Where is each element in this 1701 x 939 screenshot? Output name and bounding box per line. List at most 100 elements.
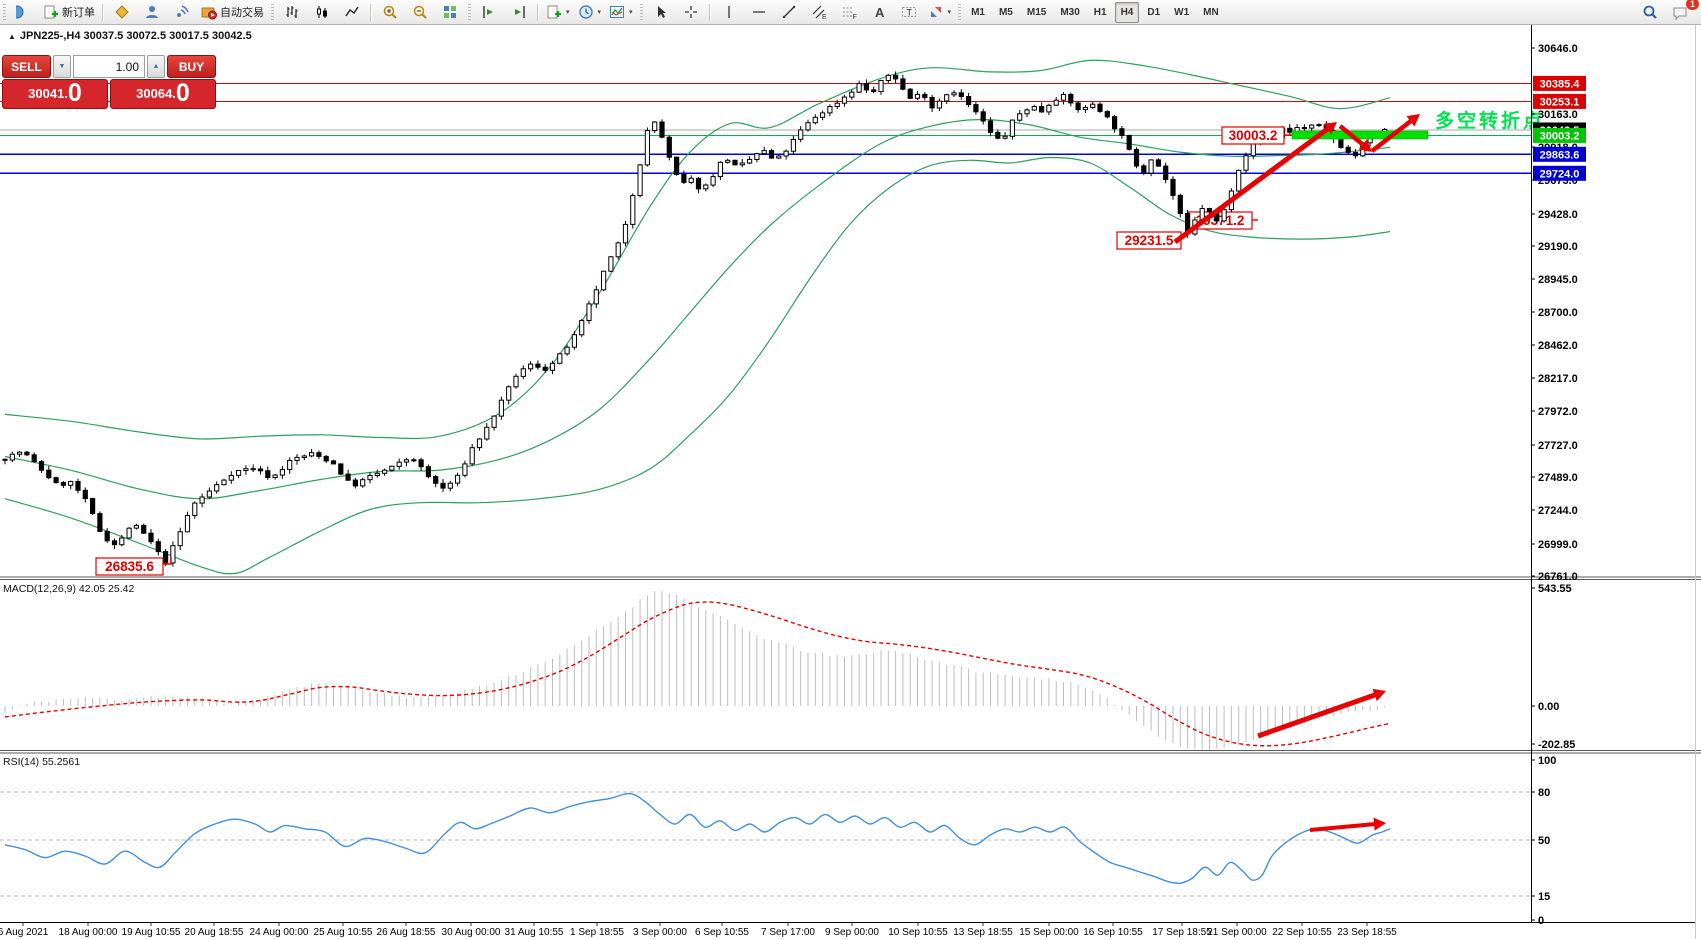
svg-text:29231.5: 29231.5	[1125, 233, 1174, 248]
svg-text:29190.0: 29190.0	[1538, 241, 1578, 253]
svg-text:17 Sep 18:55: 17 Sep 18:55	[1152, 927, 1212, 938]
volume-input[interactable]: 1.00	[73, 55, 145, 78]
new-chart-button[interactable]: ▾	[543, 1, 573, 24]
timeframe-h4-button[interactable]: H4	[1114, 1, 1140, 23]
zoomin-icon	[382, 4, 398, 20]
signal-icon	[174, 4, 190, 20]
svg-text:30003.2: 30003.2	[1540, 130, 1580, 142]
text-button[interactable]: A	[865, 1, 893, 24]
dropdown-caret-icon: ▾	[629, 9, 633, 16]
volume-increase-button[interactable]: ▲	[147, 55, 165, 78]
auto-scroll-button[interactable]	[475, 1, 503, 24]
timeframe-m15-button[interactable]: M15	[1026, 6, 1047, 18]
svg-text:6 Aug 2021: 6 Aug 2021	[0, 927, 49, 938]
arrows-button[interactable]: ▾	[925, 1, 955, 24]
folderplay-icon	[201, 4, 217, 20]
data-window-button[interactable]	[138, 1, 166, 24]
svg-text:100: 100	[1538, 755, 1556, 767]
svg-text:27972.0: 27972.0	[1538, 406, 1578, 418]
toolbar-separator	[102, 3, 104, 21]
indicators-button[interactable]: ▾	[606, 1, 636, 24]
fibonacci-button[interactable]: F	[835, 1, 863, 24]
svg-text:0.00: 0.00	[1538, 701, 1559, 713]
svg-text:20 Aug 18:55: 20 Aug 18:55	[185, 927, 244, 938]
zoom-out-button[interactable]	[406, 1, 434, 24]
chart-background[interactable]	[0, 25, 1701, 939]
bar-chart-button[interactable]	[278, 1, 306, 24]
svg-text:0: 0	[1538, 915, 1544, 927]
horizontal-line-button[interactable]	[745, 1, 773, 24]
pane-separators	[0, 576, 1701, 754]
volume-decrease-button[interactable]: ▼	[53, 55, 71, 78]
svg-text:30003.2: 30003.2	[1229, 128, 1278, 143]
market-watch-button[interactable]	[108, 1, 136, 24]
toolbar-grip	[271, 4, 274, 20]
clock-icon	[578, 4, 594, 20]
buy-price-main: 30064.	[136, 86, 176, 101]
equidistant-channel-button[interactable]: E	[805, 1, 833, 24]
strategy-tester-button[interactable]	[168, 1, 196, 24]
notifications-button[interactable]: 1	[1666, 0, 1699, 24]
timeframe-d1-button[interactable]: D1	[1147, 6, 1161, 18]
macd-signal-line	[4, 601, 1391, 747]
toolbar-grip	[468, 4, 471, 20]
dropdown-caret-icon: ▾	[566, 9, 570, 16]
vertical-line-button[interactable]	[715, 1, 743, 24]
timeframe-m30-button[interactable]: M30	[1060, 6, 1080, 18]
search-button[interactable]	[1636, 1, 1664, 24]
timeframe-m5-button[interactable]: M5	[998, 6, 1013, 18]
trendline-button[interactable]	[775, 1, 803, 24]
new-order-button[interactable]: 新订单	[40, 1, 98, 24]
bollinger-lower-band	[4, 156, 1391, 575]
svg-text:16 Sep 10:55: 16 Sep 10:55	[1083, 927, 1143, 938]
buy-price[interactable]: 30064. 0	[110, 79, 216, 109]
toolbar-separator	[708, 3, 711, 21]
zoom-in-button[interactable]	[376, 1, 404, 24]
time-axis[interactable]: 6 Aug 2021 18 Aug 00:00 19 Aug 10:55 20 Aug…	[0, 922, 1695, 939]
svg-text:26999.0: 26999.0	[1538, 539, 1578, 551]
toolbar-grip	[958, 4, 962, 20]
svg-text:25 Aug 10:55: 25 Aug 10:55	[314, 927, 373, 938]
chart-title: JPN225-,H4 30037.5 30072.5 30017.5 30042…	[19, 30, 252, 42]
tiles-icon	[442, 4, 458, 20]
timeframe-w1-button[interactable]: W1	[1174, 6, 1190, 18]
fragment-icon	[16, 4, 32, 20]
chart-shortcut-icon[interactable]	[10, 1, 38, 24]
dropdown-caret-icon: ▾	[947, 9, 952, 16]
sell-button[interactable]: SELL	[2, 55, 51, 78]
text-label-button[interactable]: T	[895, 1, 923, 24]
person-icon	[144, 4, 160, 20]
svg-text:30646.0: 30646.0	[1538, 43, 1578, 55]
candles-icon	[314, 4, 330, 20]
bollinger-upper-band	[4, 59, 1391, 440]
cursor-button[interactable]	[647, 1, 675, 24]
svg-text:27489.0: 27489.0	[1538, 472, 1578, 484]
chart-shift-button[interactable]	[505, 1, 533, 24]
bollinger-middle-band	[4, 118, 1391, 500]
main-toolbar: 新订单 自动交易 ▾ ▾ ▾ E F A T ▾ M1 M5 M15 M30 H1 H4 D1 W1 MN 1	[0, 0, 1701, 25]
line-chart-button[interactable]	[338, 1, 366, 24]
buy-button[interactable]: BUY	[167, 55, 216, 78]
sell-price-main: 30041.	[28, 86, 68, 101]
shapes-icon	[928, 4, 944, 20]
bollinger-bands	[4, 59, 1391, 575]
timeframe-m1-button[interactable]: M1	[971, 6, 985, 18]
tile-windows-button[interactable]	[436, 1, 464, 24]
profiles-button[interactable]: ▾	[575, 1, 605, 24]
channel-icon: E	[811, 4, 827, 20]
svg-text:T: T	[906, 8, 912, 18]
autoscroll-icon	[481, 4, 497, 20]
candle-chart-button[interactable]	[308, 1, 336, 24]
timeframe-h1-button[interactable]: H1	[1093, 6, 1107, 18]
crosshair-button[interactable]	[677, 1, 705, 24]
auto-trading-button[interactable]: 自动交易	[198, 1, 267, 24]
svg-text:23 Sep 18:55: 23 Sep 18:55	[1337, 927, 1397, 938]
trend-arrows	[1173, 114, 1420, 245]
sell-price[interactable]: 30041. 0	[2, 79, 108, 109]
toolbar-grip	[3, 4, 6, 20]
docplus-icon	[43, 4, 59, 20]
price-axis[interactable]: 30646.030163.029918.029673.029428.029190…	[1531, 25, 1586, 927]
timeframe-mn-button[interactable]: MN	[1203, 6, 1219, 18]
